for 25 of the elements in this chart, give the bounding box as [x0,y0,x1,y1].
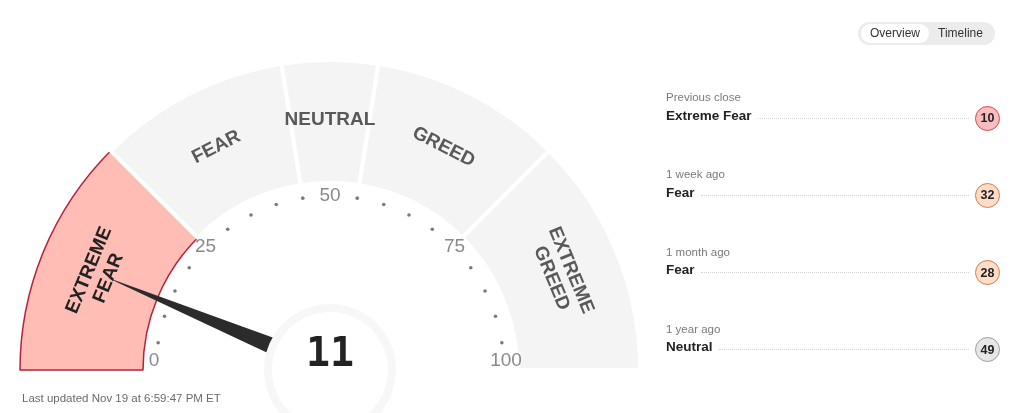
score-circle: 49 [975,337,1000,363]
text: Last updated Nov 19 at 6:59:47 PM ET [22,392,221,404]
text: Fear [666,262,695,278]
data-label: 10 [980,111,995,125]
data-label: 32 [980,188,995,203]
slice-label: NEUTRAL [284,108,376,129]
text: 11 [305,329,355,375]
text: Fear [666,184,695,200]
text: 25 [194,235,217,257]
text: Extreme Fear [666,107,752,123]
text: Neutral [666,339,713,355]
view-toggle: Overview Timeline [858,22,995,45]
category-label: 1 week ago [666,167,726,182]
text: 100 [490,348,522,370]
score-circle: 32 [975,182,1000,208]
category-label: 1 year ago [666,321,722,336]
text: 50 [319,183,341,205]
score-circle: 10 [975,105,1000,131]
text: 75 [443,235,466,257]
score-circle: 28 [975,260,1000,286]
data-label: 28 [980,265,995,280]
category-label: Previous close [666,90,742,104]
category-label: 1 month ago [666,244,731,259]
data-label: 49 [980,342,995,357]
text: 0 [148,348,160,370]
